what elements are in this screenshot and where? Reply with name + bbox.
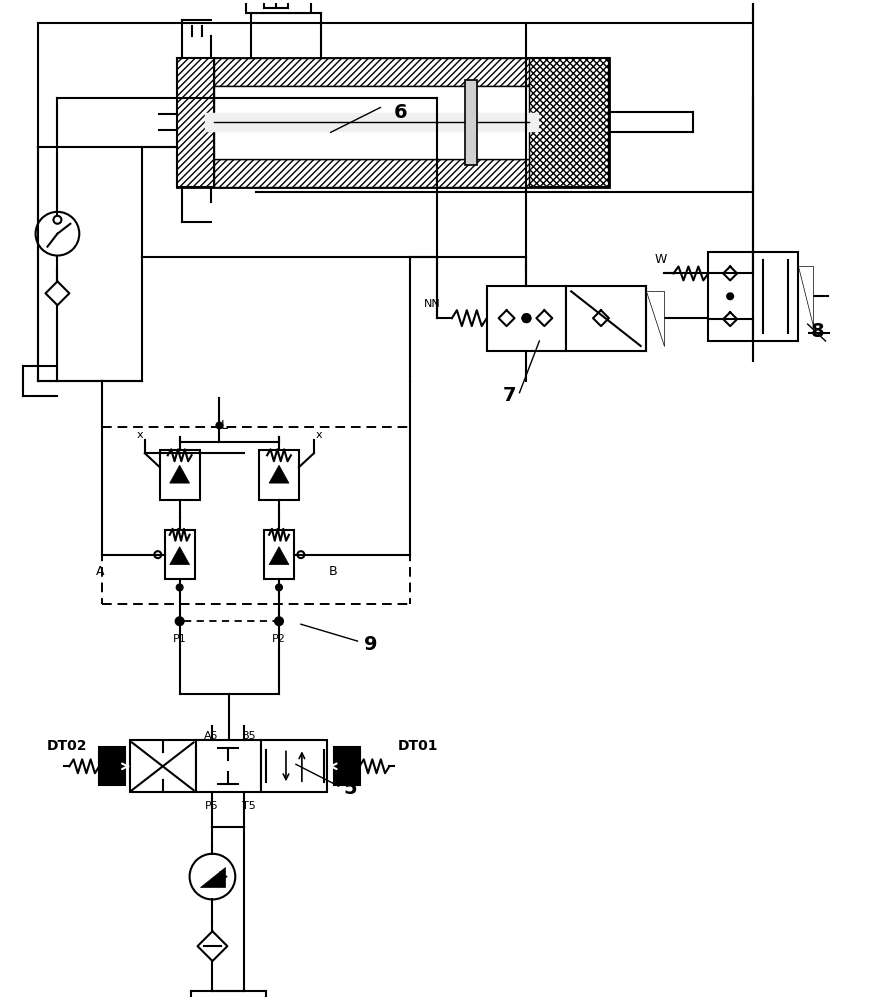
- Polygon shape: [220, 872, 227, 882]
- Polygon shape: [169, 465, 190, 483]
- Circle shape: [522, 314, 529, 322]
- Polygon shape: [169, 547, 190, 565]
- Bar: [176, 58, 214, 187]
- Bar: [214, 86, 529, 159]
- Bar: [214, 58, 529, 86]
- Circle shape: [726, 293, 732, 299]
- Bar: [130, 740, 195, 792]
- Polygon shape: [199, 867, 225, 887]
- Polygon shape: [269, 547, 289, 565]
- Circle shape: [54, 216, 61, 224]
- Circle shape: [522, 314, 529, 322]
- Polygon shape: [269, 465, 289, 483]
- Text: P1: P1: [173, 634, 186, 644]
- Text: NN: NN: [423, 299, 440, 309]
- Text: 9: 9: [363, 635, 377, 654]
- Circle shape: [297, 551, 304, 558]
- Text: P5: P5: [205, 801, 218, 811]
- Text: 8: 8: [810, 322, 824, 341]
- Bar: [263, 530, 293, 579]
- Text: P2: P2: [272, 634, 285, 644]
- Text: B5: B5: [241, 731, 256, 741]
- Circle shape: [190, 854, 235, 899]
- Polygon shape: [645, 291, 663, 346]
- Circle shape: [35, 212, 79, 256]
- Bar: [334, 747, 359, 785]
- Text: x: x: [136, 430, 143, 440]
- Text: B: B: [328, 565, 336, 578]
- Bar: [708, 252, 752, 341]
- Text: DT01: DT01: [398, 739, 438, 753]
- Bar: [752, 252, 797, 341]
- Text: 7: 7: [502, 386, 515, 405]
- Bar: [565, 286, 645, 351]
- Text: 5: 5: [343, 779, 357, 798]
- Text: W: W: [653, 253, 666, 266]
- Bar: [464, 80, 476, 165]
- Bar: [486, 286, 565, 351]
- Circle shape: [275, 617, 283, 625]
- Polygon shape: [797, 266, 811, 326]
- Text: x: x: [315, 430, 321, 440]
- Bar: [259, 450, 299, 500]
- Text: T5: T5: [242, 801, 255, 811]
- Text: DT02: DT02: [47, 739, 88, 753]
- Circle shape: [155, 551, 161, 558]
- Text: A: A: [96, 565, 104, 578]
- Text: L: L: [220, 419, 227, 432]
- Bar: [164, 530, 194, 579]
- Circle shape: [176, 617, 184, 625]
- Text: 6: 6: [393, 103, 407, 122]
- Bar: [195, 740, 261, 792]
- Circle shape: [276, 584, 282, 590]
- Text: A5: A5: [204, 731, 219, 741]
- Bar: [261, 740, 327, 792]
- Bar: [176, 58, 608, 187]
- Bar: [160, 450, 199, 500]
- Circle shape: [216, 422, 222, 428]
- Bar: [246, 0, 311, 13]
- Circle shape: [176, 584, 183, 590]
- Bar: [214, 159, 529, 187]
- Bar: [99, 747, 125, 785]
- Bar: [529, 58, 608, 187]
